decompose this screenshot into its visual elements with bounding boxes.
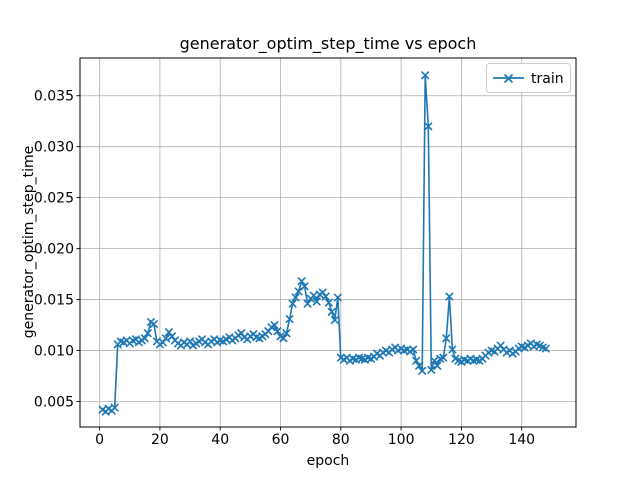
axes-frame [79, 57, 577, 428]
tick-label: 40 [211, 432, 229, 448]
legend-box [486, 63, 571, 93]
legend: train [486, 63, 571, 93]
tick-label: 60 [272, 432, 290, 448]
grid-lines [80, 58, 576, 427]
tick-label: 0.035 [34, 89, 74, 105]
tick-label: 100 [388, 432, 415, 448]
y-axis-label: generator_optim_step_time [21, 146, 37, 339]
train-series-markers [98, 71, 550, 416]
tick-label: 20 [151, 432, 169, 448]
tick-label: 120 [448, 432, 475, 448]
x-axis-label: epoch [307, 453, 350, 469]
tick-label: 0.005 [34, 395, 74, 411]
tick-label: 0.010 [34, 344, 74, 360]
x-tick-labels: 0 20 40 60 80 100 120 140 [95, 432, 535, 448]
tick-label: 0.025 [34, 191, 74, 207]
tick-label: 0.030 [34, 140, 74, 156]
chart-title: generator_optim_step_time vs epoch [180, 34, 477, 54]
tick-label: 0 [95, 432, 104, 448]
legend-label-train: train [531, 71, 564, 87]
tick-label: 0.020 [34, 242, 74, 258]
legend-x-marker-icon [503, 73, 514, 84]
y-tick-labels: 0.005 0.010 0.015 0.020 0.025 0.030 0.035 [34, 89, 74, 411]
axis-ticks [76, 95, 523, 431]
tick-label: 0.015 [34, 293, 74, 309]
tick-label: 140 [508, 432, 535, 448]
tick-label: 80 [332, 432, 350, 448]
